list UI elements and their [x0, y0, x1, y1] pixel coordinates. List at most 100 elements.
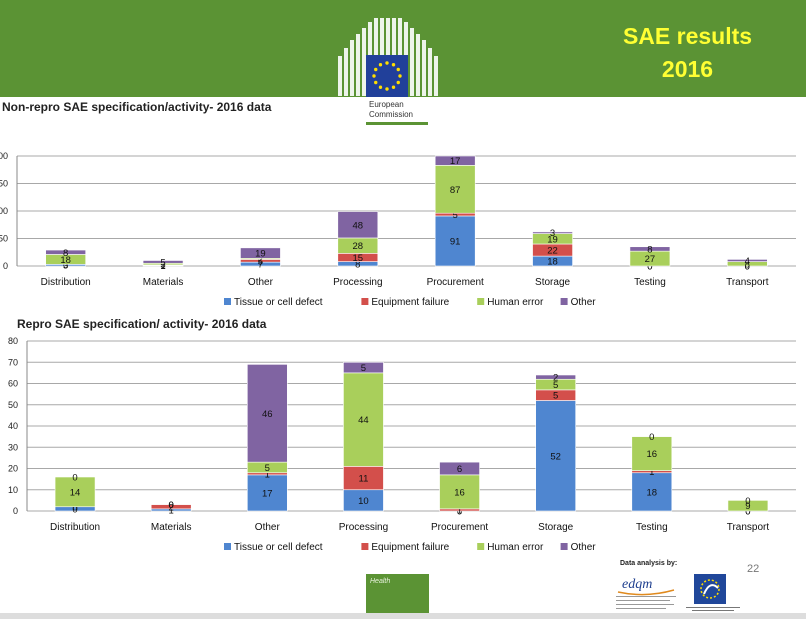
y-tick-label: 0	[3, 261, 8, 271]
eu-star-icon	[396, 67, 400, 72]
legend-label: Equipment failure	[371, 542, 449, 553]
logo-text-line2: Commission	[369, 110, 414, 119]
bar-segment	[343, 372, 384, 467]
data-label: 44	[358, 415, 369, 426]
category-label: Processing	[333, 277, 382, 288]
eu-star-icon	[374, 80, 378, 85]
data-label: 0	[745, 496, 750, 507]
data-label: 46	[262, 409, 273, 420]
y-tick-label: 60	[8, 379, 18, 389]
legend-swatch	[477, 298, 485, 305]
footer-strip	[0, 613, 806, 619]
y-tick-label: 150	[0, 179, 8, 189]
bar-segment	[54, 476, 96, 508]
data-label: 2	[553, 373, 558, 384]
data-label: 5	[553, 380, 558, 391]
data-label: 18	[60, 255, 71, 266]
y-tick-label: 50	[0, 234, 8, 244]
y-tick-label: 10	[8, 485, 18, 495]
legend-label: Equipment failure	[371, 297, 449, 308]
y-tick-label: 70	[8, 357, 18, 367]
bar-segment	[532, 231, 573, 234]
bar-segment	[240, 247, 281, 259]
eu-star-icon	[378, 85, 383, 89]
y-tick-label: 200	[0, 151, 8, 161]
data-label: 8	[355, 259, 360, 270]
data-label: 19	[547, 234, 558, 245]
category-label: Procurement	[431, 522, 488, 533]
data-label: 0	[647, 262, 652, 273]
logo-underline	[366, 122, 428, 125]
y-tick-label: 20	[8, 464, 18, 474]
data-label: 0	[457, 507, 462, 518]
bar-segment	[337, 211, 379, 239]
data-label: 18	[647, 487, 658, 498]
logo-text-line1: European	[369, 100, 404, 109]
legend-label: Tissue or cell defect	[234, 542, 323, 553]
category-label: Storage	[538, 522, 573, 533]
eu-star-icon	[374, 67, 378, 72]
data-label: 1	[265, 469, 270, 480]
eu-star-icon	[385, 87, 389, 91]
eu-star-icon	[372, 74, 376, 78]
legend-swatch	[224, 543, 231, 550]
data-label: 5	[160, 257, 165, 268]
data-label: 6	[457, 464, 462, 475]
legend-label: Other	[571, 542, 597, 553]
data-label: 48	[353, 220, 364, 231]
eu-star-icon	[385, 61, 389, 65]
category-label: Distribution	[41, 277, 91, 288]
y-tick-label: 30	[8, 442, 18, 452]
category-label: Processing	[339, 522, 388, 533]
data-label: 8	[63, 248, 68, 259]
bar-segment	[247, 364, 288, 463]
data-label: 0	[169, 500, 174, 511]
bar-segment	[247, 474, 288, 512]
data-label: 8	[745, 259, 750, 270]
y-tick-label: 80	[8, 336, 18, 346]
legend-swatch	[361, 298, 369, 305]
data-label: 14	[70, 487, 81, 498]
data-label: 19	[255, 249, 266, 260]
bar-segment	[535, 374, 576, 380]
data-label: 8	[647, 244, 652, 255]
data-label: 0	[647, 262, 652, 273]
category-label: Testing	[636, 522, 668, 533]
data-label: 5	[258, 256, 263, 267]
data-label: 7	[258, 260, 263, 271]
data-label: 52	[550, 451, 561, 462]
health-label: Health	[370, 578, 391, 585]
data-label: 22	[547, 246, 558, 257]
category-label: Other	[248, 277, 274, 288]
legend-label: Human error	[487, 297, 544, 308]
european-commission-label: European Commission	[369, 100, 413, 120]
data-label: 18	[547, 257, 558, 268]
health-label-box: Health	[366, 574, 429, 614]
data-label: 1	[649, 467, 654, 478]
category-label: Transport	[727, 522, 770, 533]
data-label: 0	[72, 502, 77, 513]
data-label: 11	[359, 474, 369, 485]
bar-segment	[535, 400, 576, 512]
y-tick-label: 50	[8, 400, 18, 410]
chart-title-non-repro: Non-repro SAE specification/activity- 20…	[2, 100, 272, 114]
bar-segment	[629, 246, 671, 252]
eu-star-icon	[391, 63, 396, 67]
repro-chart: 0102030405060708000140Distribution1200Ma…	[8, 336, 796, 553]
bar-segment	[631, 436, 673, 471]
data-label: 27	[645, 254, 656, 265]
legend-swatch	[560, 298, 568, 305]
bar-segment	[631, 472, 673, 512]
y-tick-label: 40	[8, 421, 18, 431]
legend-swatch	[224, 298, 231, 305]
data-label: 17	[262, 488, 273, 499]
category-label: Materials	[151, 522, 192, 533]
eu-star-icon	[398, 74, 402, 78]
data-label: 9	[745, 501, 750, 512]
bar-segment	[439, 461, 480, 476]
edqm-logo-icon: edqm	[616, 577, 676, 609]
data-label: 4	[745, 256, 750, 267]
data-label: 5	[361, 363, 366, 374]
eu-star-icon	[378, 63, 383, 67]
bar-segment	[142, 260, 184, 264]
